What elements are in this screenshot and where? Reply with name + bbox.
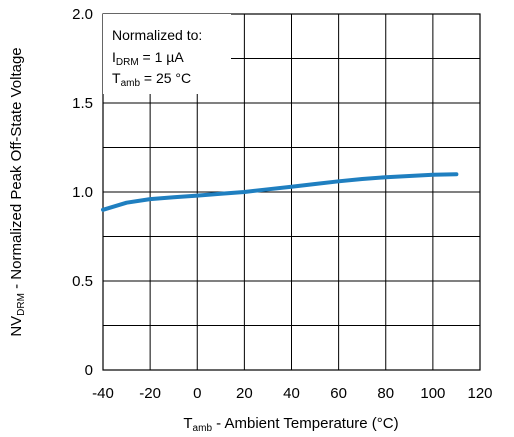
y-tick-label: 2.0 <box>72 6 93 23</box>
x-tick-label: 60 <box>330 385 347 402</box>
annotation-line-2: IDRM = 1 µA <box>112 49 184 68</box>
annotation-box <box>103 14 231 94</box>
y-tick-label: 1.5 <box>72 95 93 112</box>
y-tick-label: 1.0 <box>72 184 93 201</box>
annotation-line-1: Normalized to: <box>112 27 202 43</box>
x-tick-label: 120 <box>467 385 492 402</box>
x-axis-label: Tamb - Ambient Temperature (°C) <box>183 415 398 434</box>
y-tick-label: 0.5 <box>72 273 93 290</box>
x-tick-label: 20 <box>236 385 253 402</box>
x-tick-label: 100 <box>420 385 445 402</box>
x-tick-label: 0 <box>193 385 201 402</box>
x-tick-label: 80 <box>377 385 394 402</box>
y-tick-labels: 0 0.5 1.0 1.5 2.0 <box>72 6 93 379</box>
series-line <box>101 172 459 212</box>
x-tick-label: 40 <box>283 385 300 402</box>
annotation-line-3: Tamb = 25 °C <box>112 70 191 89</box>
x-tick-label: -40 <box>92 385 114 402</box>
x-tick-labels: -40 -20 0 20 40 60 80 100 120 <box>92 385 492 402</box>
x-tick-label: -20 <box>139 385 161 402</box>
y-tick-label: 0 <box>85 362 93 379</box>
y-axis-label: NVDRM - Normalized Peak Off-State Voltag… <box>8 47 27 336</box>
